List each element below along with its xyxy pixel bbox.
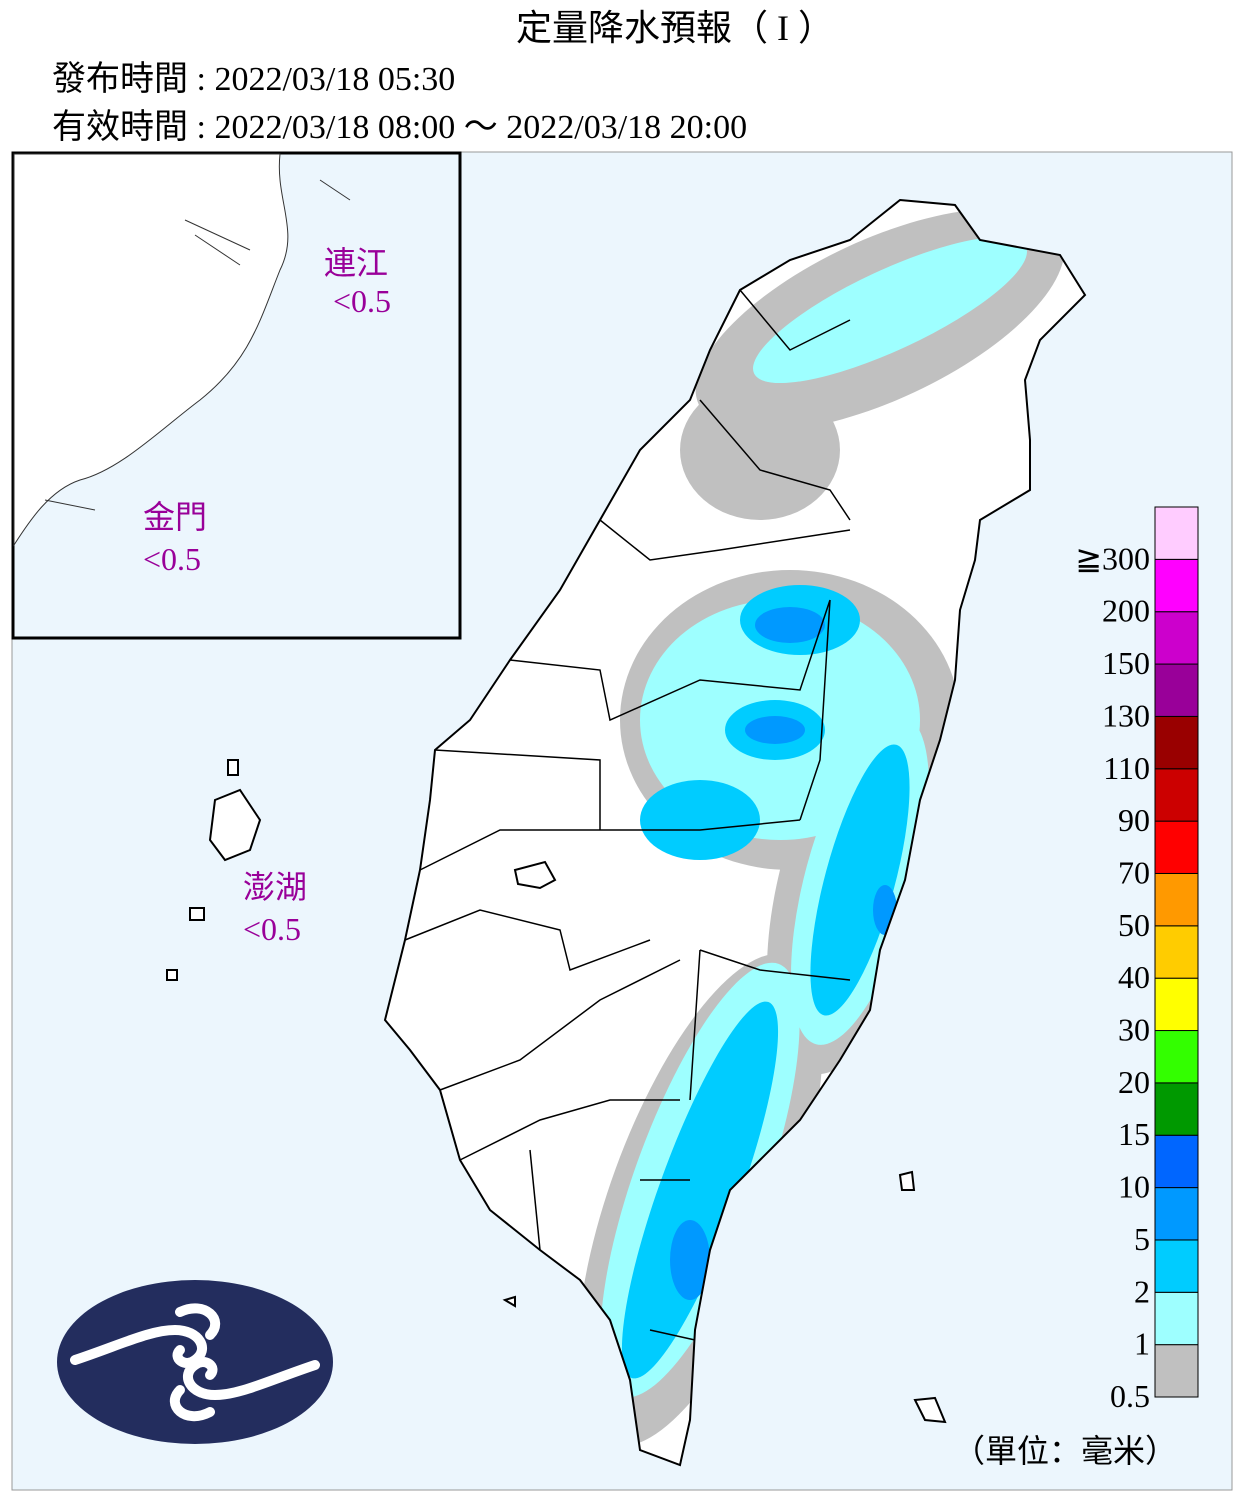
legend-label: 20 xyxy=(1118,1064,1150,1100)
legend-swatch xyxy=(1154,925,1199,979)
legend-label: 0.5 xyxy=(1110,1378,1150,1414)
legend-label: 70 xyxy=(1118,854,1150,890)
valid-time: 有效時間 : 2022/03/18 08:00 ～ 2022/03/18 20:… xyxy=(52,108,747,146)
issued-time: 發布時間 : 2022/03/18 05:30 xyxy=(52,60,455,98)
legend: 0.5 1 2 5 10 15 20 30 40 50 70 90 110 130 150 200 ≧300 xyxy=(1075,506,1199,1414)
legend-swatch xyxy=(1154,558,1199,613)
legend-swatch xyxy=(1154,1291,1199,1346)
legend-swatch xyxy=(1154,1344,1199,1398)
legend-label: 200 xyxy=(1102,593,1150,629)
small-islands xyxy=(502,860,947,1424)
legend-swatch xyxy=(1154,715,1199,770)
legend-swatch xyxy=(1154,1134,1199,1189)
legend-swatch xyxy=(1154,768,1199,822)
legend-label: 1 xyxy=(1134,1326,1150,1362)
legend-label: 150 xyxy=(1102,645,1150,681)
legend-label: 40 xyxy=(1118,959,1150,995)
island-name: 連江 xyxy=(324,245,388,281)
legend-swatch xyxy=(1154,872,1199,927)
logo-swirl xyxy=(70,1303,320,1422)
legend-label: 130 xyxy=(1102,697,1150,733)
island-name: 金門 xyxy=(143,499,207,535)
legend-label: 90 xyxy=(1118,802,1150,838)
inset-rivers xyxy=(44,179,351,511)
legend-swatch xyxy=(1154,1082,1199,1136)
legend-label: 110 xyxy=(1103,750,1150,786)
rain-areas xyxy=(577,208,1065,1447)
island-value: <0.5 xyxy=(333,283,391,319)
legend-label: 50 xyxy=(1118,907,1150,943)
legend-label: 15 xyxy=(1118,1116,1150,1152)
legend-swatch xyxy=(1154,1187,1199,1241)
island-name: 澎湖 xyxy=(243,869,307,905)
penghu xyxy=(166,759,262,981)
legend-label: ≧300 xyxy=(1075,540,1150,576)
legend-swatch xyxy=(1154,820,1199,874)
legend-label: 30 xyxy=(1118,1012,1150,1048)
legend-swatch xyxy=(1154,1239,1199,1293)
legend-label: 2 xyxy=(1134,1273,1150,1309)
legend-unit: （單位：毫米） xyxy=(953,1433,1177,1469)
legend-swatch xyxy=(1154,1030,1199,1084)
county-borders xyxy=(404,289,851,1341)
legend-swatch xyxy=(1154,663,1199,717)
legend-swatch xyxy=(1154,611,1199,665)
title: 定量降水預報（ I ） xyxy=(516,8,834,48)
legend-swatch xyxy=(1154,506,1199,560)
island-value: <0.5 xyxy=(143,541,201,577)
legend-label: 5 xyxy=(1134,1221,1150,1257)
legend-swatch xyxy=(1154,977,1199,1032)
island-value: <0.5 xyxy=(243,911,301,947)
legend-label: 10 xyxy=(1118,1169,1150,1205)
